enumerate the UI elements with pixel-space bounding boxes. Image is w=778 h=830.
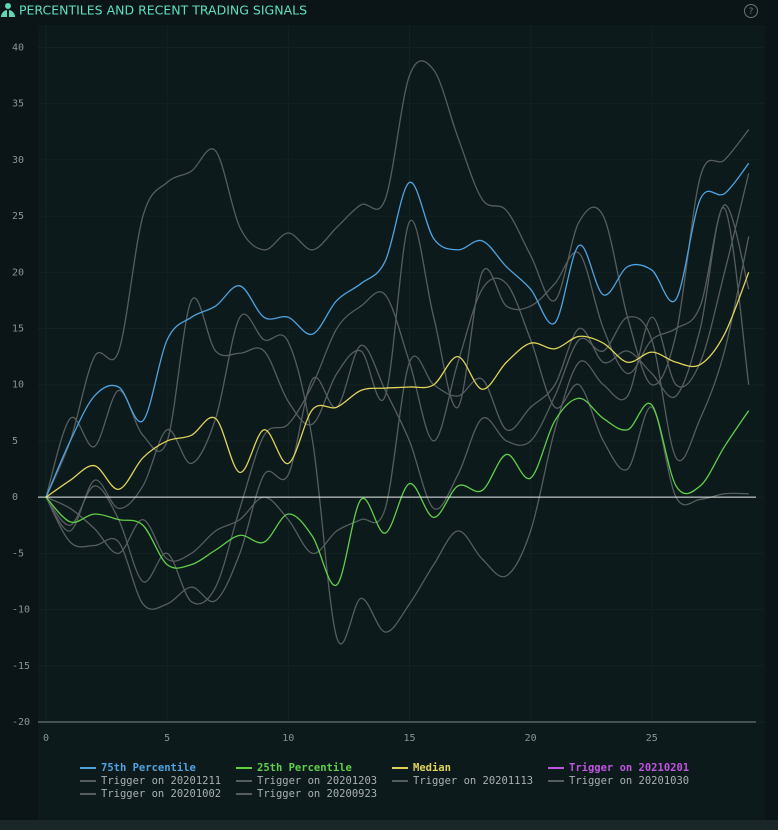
x-tick-label: 25 [646, 733, 658, 744]
y-tick-label: -20 [12, 717, 30, 728]
y-tick-label: -10 [12, 605, 30, 616]
legend-label: Trigger on 20201030 [569, 775, 689, 787]
legend-label: Trigger on 20201002 [101, 788, 221, 800]
y-tick-label: 15 [12, 324, 24, 335]
legend-label: Median [413, 762, 451, 774]
x-tick-label: 15 [403, 733, 415, 744]
x-tick-label: 5 [164, 733, 170, 744]
legend-label: Trigger on 20200923 [257, 788, 377, 800]
x-tick-label: 20 [525, 733, 537, 744]
legend-label: Trigger on 20210201 [569, 762, 689, 774]
x-tick-label: 0 [43, 733, 49, 744]
series-line [45, 207, 750, 562]
y-tick-label: 20 [12, 267, 24, 278]
series-line [45, 272, 750, 498]
series-line [45, 173, 750, 645]
logo [0, 3, 16, 17]
legend-label: 25th Percentile [257, 762, 352, 774]
legend-label: Trigger on 20201203 [257, 775, 377, 787]
series-line [45, 277, 749, 605]
legend-label: Trigger on 20201113 [413, 775, 533, 787]
y-tick-label: 30 [12, 155, 24, 166]
y-tick-label: 5 [12, 436, 18, 447]
legend-label: Trigger on 20201211 [101, 775, 221, 787]
y-tick-label: 0 [12, 492, 18, 503]
y-tick-label: -5 [12, 548, 24, 559]
footer-strip [0, 820, 778, 830]
y-tick-label: 25 [12, 211, 24, 222]
series-line [45, 162, 750, 498]
y-tick-label: -15 [12, 661, 30, 672]
x-tick-label: 10 [282, 733, 294, 744]
series-line [45, 60, 750, 498]
series-line [45, 236, 750, 610]
chart-title: PERCENTILES AND RECENT TRADING SIGNALS [19, 3, 307, 18]
y-tick-label: 40 [12, 42, 24, 53]
y-tick-label: 10 [12, 380, 24, 391]
series-line [45, 397, 750, 586]
legend-label: 75th Percentile [101, 762, 196, 774]
series-line [45, 204, 750, 498]
svg-text:?: ? [749, 7, 754, 17]
help-button[interactable]: ? [744, 4, 758, 18]
y-tick-label: 35 [12, 99, 24, 110]
